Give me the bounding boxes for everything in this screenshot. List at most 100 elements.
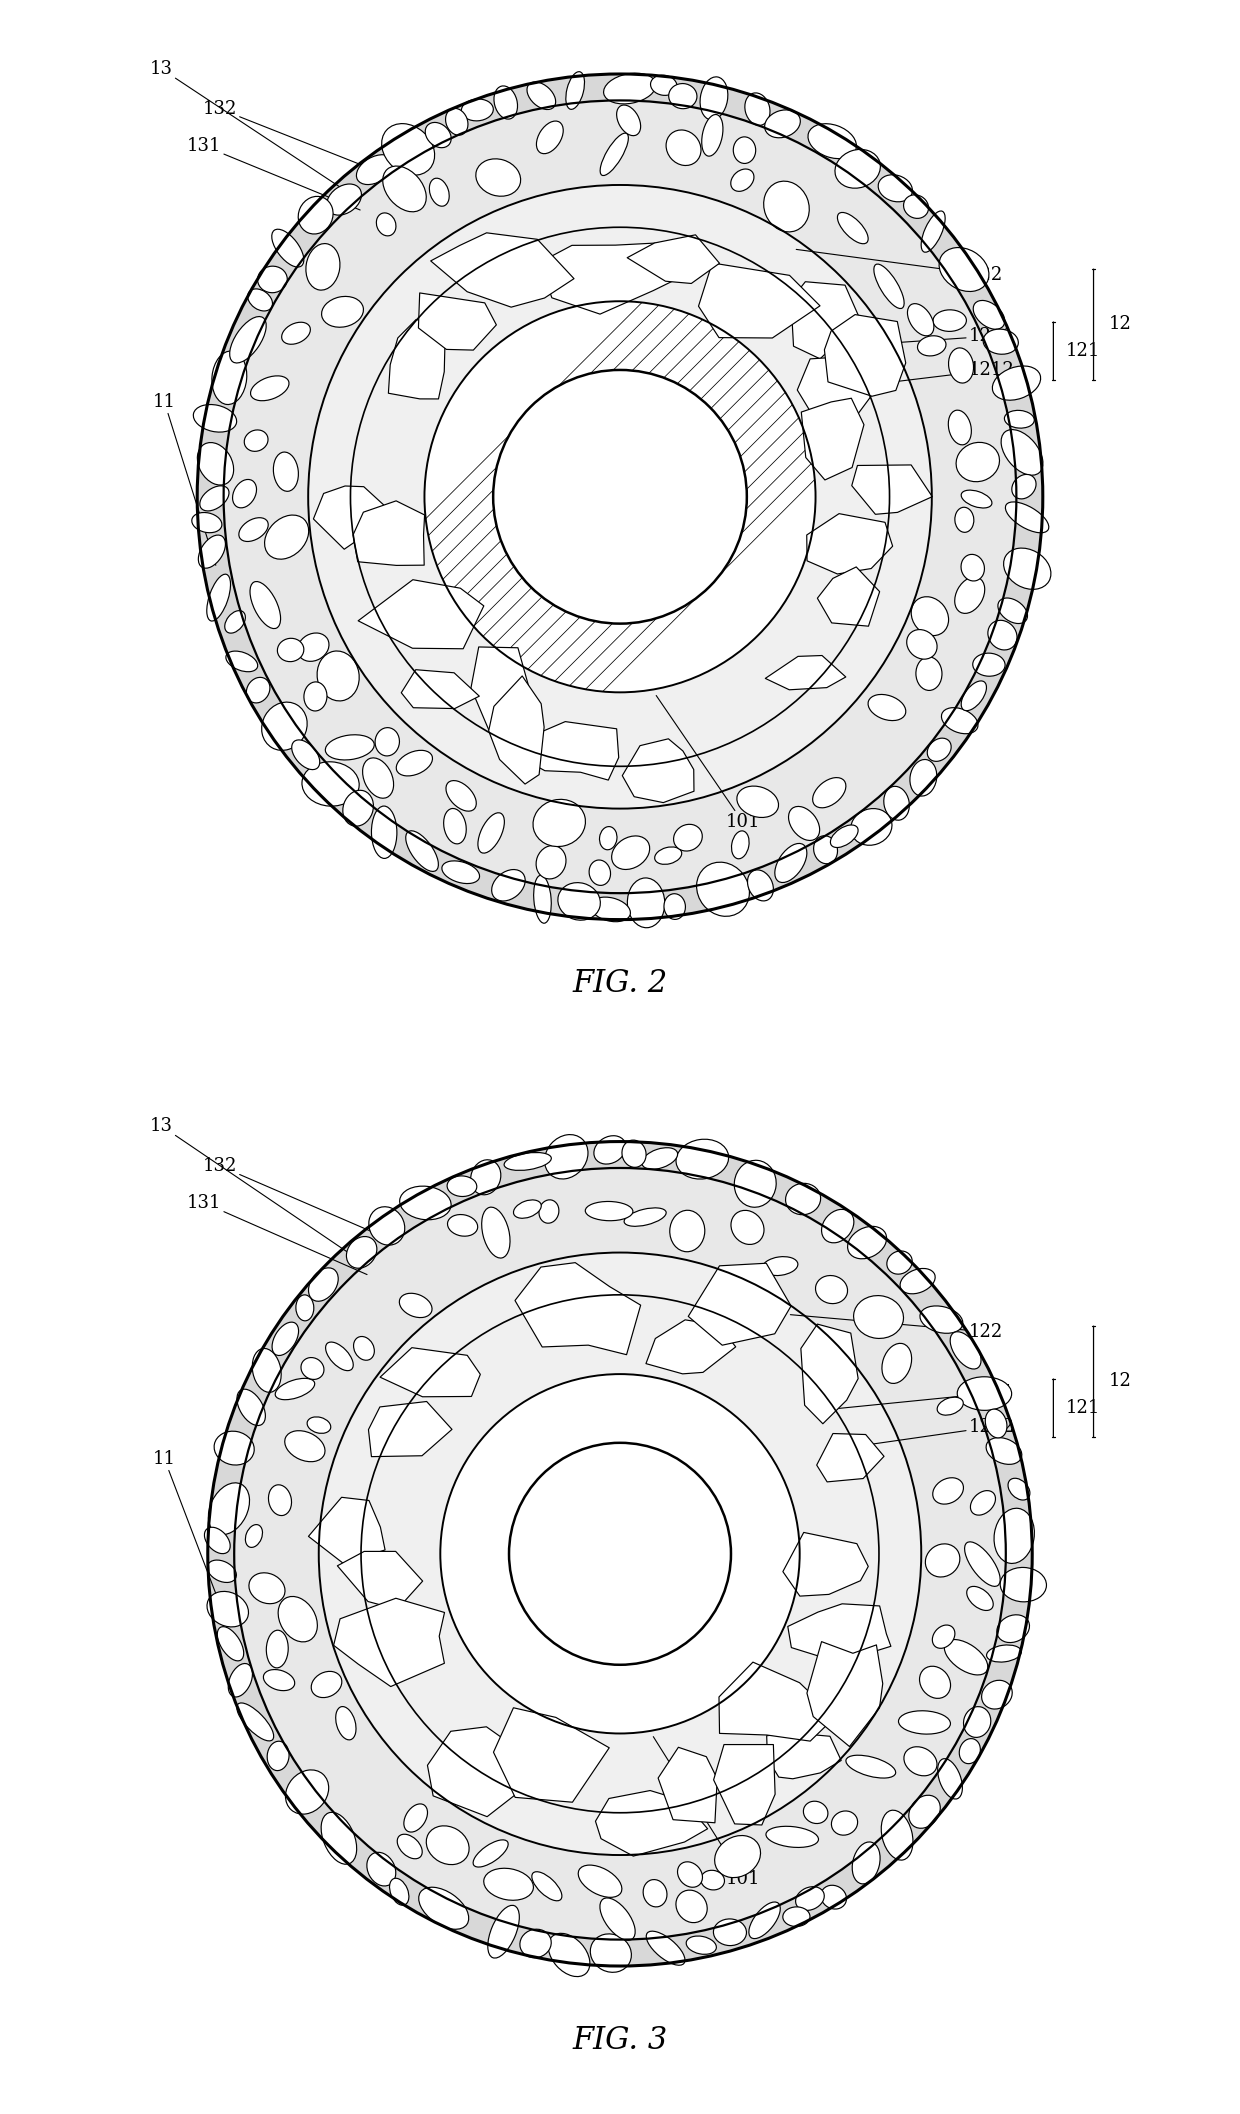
- Ellipse shape: [955, 577, 985, 613]
- Polygon shape: [428, 1727, 518, 1816]
- Ellipse shape: [533, 799, 585, 846]
- Polygon shape: [719, 1662, 836, 1742]
- Ellipse shape: [336, 1706, 356, 1740]
- Ellipse shape: [356, 154, 394, 184]
- Ellipse shape: [298, 632, 329, 662]
- Ellipse shape: [655, 848, 682, 865]
- Ellipse shape: [916, 657, 942, 691]
- Polygon shape: [418, 294, 496, 351]
- Ellipse shape: [804, 1801, 828, 1824]
- Text: FIG. 2: FIG. 2: [573, 968, 667, 998]
- Ellipse shape: [532, 1871, 562, 1900]
- Ellipse shape: [821, 1886, 847, 1909]
- Ellipse shape: [399, 1294, 432, 1317]
- Ellipse shape: [272, 1321, 299, 1355]
- Ellipse shape: [405, 831, 439, 871]
- Ellipse shape: [492, 869, 526, 901]
- Ellipse shape: [651, 76, 677, 95]
- Ellipse shape: [228, 1664, 253, 1698]
- Ellipse shape: [957, 1376, 1012, 1410]
- Ellipse shape: [808, 125, 857, 159]
- Ellipse shape: [956, 442, 999, 482]
- Ellipse shape: [296, 1296, 314, 1321]
- Ellipse shape: [268, 1484, 291, 1516]
- Ellipse shape: [537, 120, 563, 154]
- Ellipse shape: [193, 404, 237, 431]
- Ellipse shape: [353, 1336, 374, 1359]
- Ellipse shape: [578, 1865, 622, 1898]
- Ellipse shape: [1001, 429, 1043, 476]
- Circle shape: [234, 1167, 1006, 1941]
- Circle shape: [424, 300, 816, 693]
- Ellipse shape: [197, 442, 233, 484]
- Ellipse shape: [874, 264, 904, 309]
- Ellipse shape: [882, 1342, 911, 1383]
- Polygon shape: [595, 1791, 708, 1856]
- Ellipse shape: [676, 1890, 707, 1922]
- Ellipse shape: [198, 535, 226, 569]
- Ellipse shape: [441, 860, 480, 884]
- Ellipse shape: [306, 243, 340, 290]
- Ellipse shape: [419, 1888, 469, 1930]
- Ellipse shape: [215, 1431, 254, 1465]
- Ellipse shape: [487, 1905, 520, 1958]
- Circle shape: [494, 370, 746, 624]
- Ellipse shape: [937, 1759, 962, 1799]
- Ellipse shape: [544, 1135, 588, 1180]
- Polygon shape: [388, 319, 445, 400]
- Ellipse shape: [911, 596, 949, 636]
- Ellipse shape: [448, 1175, 477, 1197]
- Ellipse shape: [627, 877, 665, 928]
- Ellipse shape: [812, 778, 846, 808]
- Ellipse shape: [264, 516, 309, 560]
- Ellipse shape: [1003, 548, 1052, 590]
- Ellipse shape: [748, 869, 774, 901]
- Ellipse shape: [961, 490, 992, 507]
- Ellipse shape: [714, 1835, 760, 1877]
- Polygon shape: [471, 647, 532, 736]
- Polygon shape: [698, 262, 820, 338]
- Ellipse shape: [960, 1738, 981, 1763]
- Polygon shape: [782, 1533, 868, 1596]
- Polygon shape: [825, 315, 905, 395]
- Ellipse shape: [737, 786, 779, 818]
- Polygon shape: [314, 486, 389, 550]
- Ellipse shape: [918, 336, 946, 355]
- Ellipse shape: [520, 1930, 552, 1958]
- Ellipse shape: [766, 1826, 818, 1848]
- Ellipse shape: [972, 653, 1006, 676]
- Polygon shape: [515, 1262, 641, 1355]
- Ellipse shape: [246, 1524, 263, 1547]
- Ellipse shape: [372, 805, 397, 858]
- Text: 11: 11: [153, 393, 216, 564]
- Ellipse shape: [932, 311, 966, 332]
- Ellipse shape: [920, 1306, 962, 1334]
- Text: 132: 132: [202, 1156, 377, 1235]
- Ellipse shape: [764, 182, 810, 233]
- Text: 1211: 1211: [837, 328, 1014, 347]
- Ellipse shape: [281, 321, 310, 345]
- Ellipse shape: [285, 1769, 329, 1814]
- Ellipse shape: [904, 194, 929, 218]
- Ellipse shape: [205, 1526, 231, 1554]
- Polygon shape: [791, 281, 859, 359]
- Ellipse shape: [317, 651, 360, 702]
- Ellipse shape: [342, 791, 373, 827]
- Ellipse shape: [765, 110, 800, 137]
- Ellipse shape: [262, 702, 308, 750]
- Ellipse shape: [941, 708, 978, 734]
- Ellipse shape: [906, 630, 937, 660]
- Ellipse shape: [383, 167, 427, 211]
- Ellipse shape: [275, 1378, 315, 1399]
- Polygon shape: [381, 1347, 480, 1397]
- Ellipse shape: [851, 808, 892, 846]
- Ellipse shape: [697, 863, 749, 915]
- Ellipse shape: [998, 598, 1028, 624]
- Text: 122: 122: [796, 249, 1003, 283]
- Ellipse shape: [988, 619, 1017, 649]
- Circle shape: [508, 1442, 732, 1666]
- Ellipse shape: [272, 228, 304, 266]
- Ellipse shape: [701, 1871, 724, 1890]
- Ellipse shape: [846, 1755, 895, 1778]
- Ellipse shape: [200, 486, 229, 512]
